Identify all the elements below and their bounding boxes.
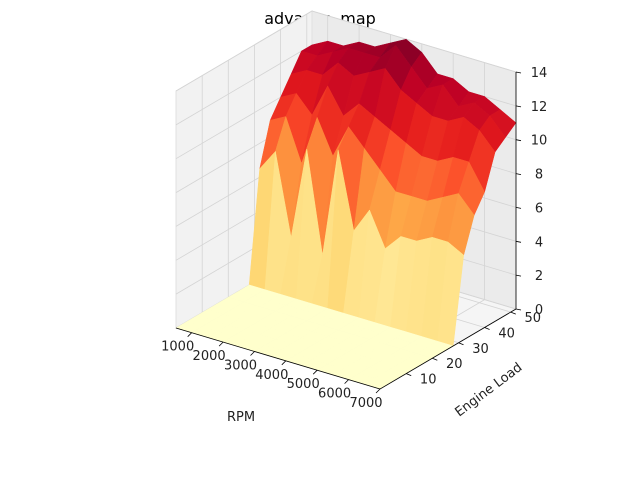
z-tick-label: 4 bbox=[535, 235, 543, 250]
x-tick-label: 1000 bbox=[161, 340, 194, 355]
y-tick bbox=[510, 311, 516, 315]
x-tick bbox=[281, 360, 287, 366]
z-tick bbox=[515, 274, 522, 277]
grid-line-z bbox=[175, 10, 313, 92]
x-tick-label: 4000 bbox=[255, 368, 288, 383]
z-tick-label: 0 bbox=[535, 303, 543, 318]
grid-line-z bbox=[311, 10, 517, 73]
y-axis-label: Engine Load bbox=[452, 360, 525, 420]
x-tick bbox=[312, 369, 318, 375]
x-axis-label: RPM bbox=[227, 410, 255, 425]
y-tick bbox=[458, 342, 464, 346]
x-tick-label: 2000 bbox=[193, 349, 226, 364]
y-tick bbox=[432, 357, 438, 361]
x-tick bbox=[250, 351, 255, 356]
z-tick-label: 8 bbox=[535, 168, 543, 183]
y-tick-label: 20 bbox=[446, 357, 463, 372]
z-tick-label: 10 bbox=[531, 134, 548, 149]
z-tick bbox=[515, 71, 522, 74]
z-tick-label: 6 bbox=[535, 201, 543, 216]
grid-line-z bbox=[175, 44, 313, 126]
z-tick bbox=[515, 105, 522, 108]
x-tick bbox=[375, 388, 381, 394]
z-tick-label: 2 bbox=[535, 269, 543, 284]
z-tick-label: 14 bbox=[531, 66, 548, 81]
x-tick bbox=[187, 332, 192, 337]
y-tick bbox=[406, 373, 412, 376]
y-tick-label: 40 bbox=[498, 327, 515, 342]
y-axis-line bbox=[379, 308, 517, 390]
x-tick-label: 5000 bbox=[287, 377, 320, 392]
x-tick-label: 6000 bbox=[318, 387, 351, 402]
x-axis-line bbox=[175, 327, 381, 390]
x-tick-label: 3000 bbox=[224, 359, 257, 374]
z-tick bbox=[515, 139, 522, 142]
z-tick bbox=[515, 173, 522, 175]
z-tick-label: 12 bbox=[531, 100, 548, 115]
z-tick bbox=[515, 308, 522, 311]
y-tick-label: 10 bbox=[420, 373, 437, 388]
y-tick-label: 50 bbox=[525, 311, 542, 326]
x-tick bbox=[218, 341, 224, 347]
surface bbox=[175, 38, 517, 390]
z-tick bbox=[515, 207, 522, 209]
y-tick-label: 30 bbox=[472, 342, 489, 357]
x-tick-label: 7000 bbox=[349, 396, 382, 411]
z-tick bbox=[515, 240, 522, 243]
y-tick bbox=[484, 327, 490, 330]
x-tick bbox=[344, 379, 349, 384]
